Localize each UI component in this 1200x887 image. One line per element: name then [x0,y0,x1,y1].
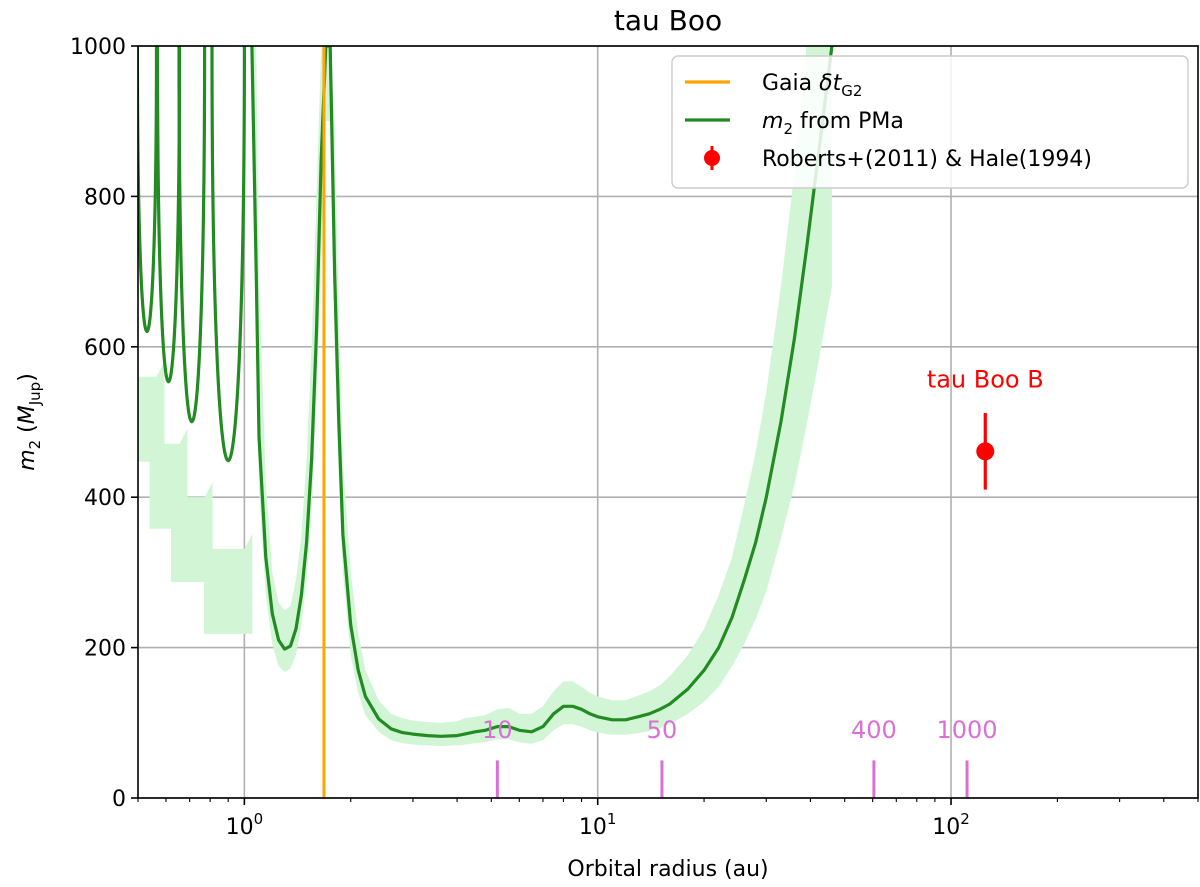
pma-oscillation-branch [210,46,246,463]
plot-frame [137,45,1199,799]
period-label: 50 [647,716,678,744]
y-axis-ticks: 0 200 400 600 800 1000 [70,35,138,812]
pma-oscillation-branch [138,46,159,334]
pma-oscillation-branch [177,46,207,424]
series-line [250,46,834,738]
data-point-layer: tau Boo B [927,365,1044,490]
uncertainty-band-layer [138,46,832,747]
oscillation-band [171,482,213,583]
x-axis-ticks: 100 101 102 [137,798,1199,840]
y-tick-label: 200 [84,637,126,662]
y-tick-label: 600 [84,336,126,361]
x-tick-label: 100 [226,810,264,840]
y-axis-label: m2 (MJup) [15,373,44,471]
point-annotation: tau Boo B [927,365,1044,393]
legend: Gaia δtG2 m2 from PMa Roberts+(2011) & Hal… [671,55,1189,189]
legend-label: Gaia δtG2 [762,71,862,100]
legend-point-swatch [704,150,720,166]
y-tick-label: 1000 [70,35,126,60]
period-label: 400 [851,716,897,744]
legend-box [671,55,1189,189]
pma-oscillation-branch [155,46,182,384]
x-tick-label: 101 [579,810,617,840]
chart-title: tau Boo [614,4,722,37]
period-label: 10 [482,716,513,744]
y-tick-label: 400 [84,486,126,511]
period-label: 1000 [937,716,998,744]
legend-label: Roberts+(2011) & Hale(1994) [762,147,1092,172]
data-point [976,442,995,461]
oscillation-band [138,361,165,462]
y-tick-label: 0 [112,787,126,812]
x-tick-label: 102 [932,810,970,840]
x-axis-label: Orbital radius (au) [567,857,768,882]
series-line-layer [138,46,834,798]
oscillation-band [204,533,253,634]
legend-label: m2 from PMa [762,109,904,138]
period-marker-layer: 10 50 400 1000 [482,716,998,798]
y-tick-label: 800 [84,185,126,210]
